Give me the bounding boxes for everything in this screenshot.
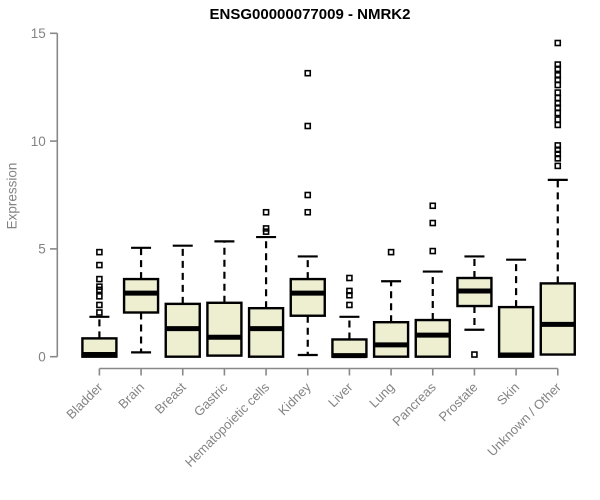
y-tick-label: 15 [31,26,46,41]
box-group-bladder [81,248,118,358]
outlier-point [96,293,103,300]
outlier-point [554,89,562,96]
x-tick-label-pancreas: Pancreas [389,379,439,429]
outlier-point [304,208,312,216]
outlier-point [554,72,562,79]
iqr-box [206,301,243,357]
chart-title: ENSG00000077009 - NMRK2 [209,6,411,23]
outlier-point [554,94,562,102]
x-tick-label-brain: Brain [115,380,147,412]
outlier-point [96,248,103,256]
outlier-point [554,142,562,149]
y-tick-label: 5 [38,242,46,257]
iqr-box [414,318,451,358]
x-tick-label-gastric: Gastric [191,379,231,419]
outlier-point [346,301,353,309]
x-tick-label-kidney: Kidney [275,379,314,418]
box-group-unknown-other [539,39,576,356]
outlier-point [554,116,562,123]
outlier-point [262,225,270,232]
outlier-point [429,247,437,255]
outlier-point [346,274,353,282]
x-tick-label-unknown-other: Unknown / Other [484,379,564,459]
outlier-point [262,208,270,216]
box-group-gastric [206,240,243,357]
box-group-kidney [289,69,326,357]
x-tick-label-lung: Lung [366,380,397,411]
x-tick-label-prostate: Prostate [436,380,481,425]
iqr-box [372,321,410,358]
y-tick-label: 10 [31,134,46,149]
outlier-point [346,287,353,295]
box-group-pancreas [414,202,451,358]
outlier-point [554,100,562,107]
iqr-box [122,277,160,314]
outlier-point [387,248,395,256]
outlier-point [554,109,562,117]
outlier-point [96,283,103,290]
outlier-point [471,351,478,358]
outlier-point [304,122,312,130]
x-tick-label-breast: Breast [152,379,189,416]
box-group-skin [497,258,535,358]
iqr-box [539,282,576,356]
box-group-breast [164,244,201,358]
x-tick-label-bladder: Bladder [63,379,106,422]
box-group-prostate [456,255,493,358]
outlier-point [96,309,103,316]
outlier-point [554,81,562,89]
outlier-point [96,261,103,269]
iqr-box [497,305,535,358]
outlier-point [554,162,562,170]
iqr-box [289,277,326,317]
outlier-point [96,301,103,309]
iqr-box [247,306,285,358]
outlier-point [554,61,562,68]
y-tick-label: 0 [38,349,46,364]
outlier-point [429,202,437,210]
y-axis: 0 5 10 15 [31,26,59,364]
outlier-point [554,121,562,129]
outlier-point [304,69,312,77]
outlier-point [304,191,312,199]
x-tick-label-skin: Skin [494,380,522,408]
x-tick-label-liver: Liver [325,379,356,410]
box-group-hematopoietic-cells [247,208,285,358]
outlier-point [96,275,103,283]
box-group-lung [372,248,410,358]
outlier-point [429,219,437,227]
outlier-point [554,39,562,47]
box-group-brain [122,246,160,354]
box-group-liver [331,274,368,359]
